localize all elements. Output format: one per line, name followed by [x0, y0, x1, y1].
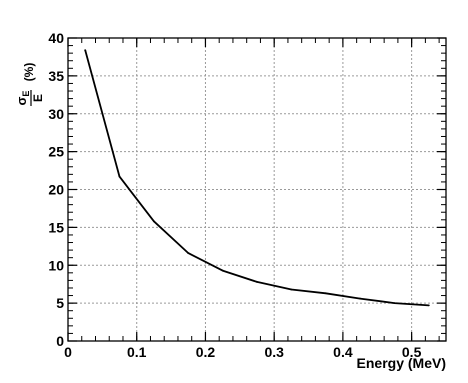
y-tick-label: 25 — [48, 144, 64, 160]
x-tick-labels: 0 0.1 0.2 0.3 0.4 0.5 — [64, 344, 421, 360]
x-tick-label: 0.5 — [402, 344, 422, 360]
x-tick-label: 0.3 — [264, 344, 284, 360]
data-point — [427, 304, 430, 307]
data-point — [359, 297, 361, 300]
y-tick-label: 15 — [48, 219, 64, 235]
x-tick-label: 0 — [64, 344, 72, 360]
data-point — [84, 49, 87, 52]
x-tick-label: 0.1 — [127, 344, 147, 360]
y-axis-unit: (%) — [22, 63, 36, 82]
y-tick-label: 35 — [48, 68, 64, 84]
data-point — [290, 288, 293, 291]
data-point — [256, 281, 258, 283]
data-point — [153, 220, 155, 223]
x-tick-label: 0.2 — [196, 344, 216, 360]
data-point — [187, 252, 190, 255]
grid — [68, 37, 446, 341]
y-axis-denominator: E — [31, 94, 45, 102]
x-axis-title: Energy (MeV) — [357, 355, 446, 371]
data-point — [393, 302, 396, 305]
x-tick-label: 0.4 — [333, 344, 353, 360]
y-tick-label: 30 — [48, 106, 64, 122]
y-tick-label: 10 — [48, 257, 64, 273]
y-axis-sigma: σ — [14, 96, 29, 105]
svg-text:σE: σE — [14, 91, 31, 106]
y-tick-label: 40 — [48, 30, 64, 46]
y-tick-label: 20 — [48, 182, 64, 198]
y-tick-label: 0 — [56, 333, 64, 349]
data-point — [118, 175, 121, 178]
y-axis-sigma-sub: E — [21, 91, 31, 97]
y-tick-labels: 0 5 10 15 20 25 30 35 40 — [48, 30, 64, 349]
y-tick-label: 5 — [56, 295, 64, 311]
data-point — [324, 292, 327, 295]
y-axis-title: σE E (%) — [14, 63, 45, 106]
series-layer — [84, 49, 430, 307]
plot-frame — [67, 37, 447, 342]
data-point — [221, 269, 224, 272]
